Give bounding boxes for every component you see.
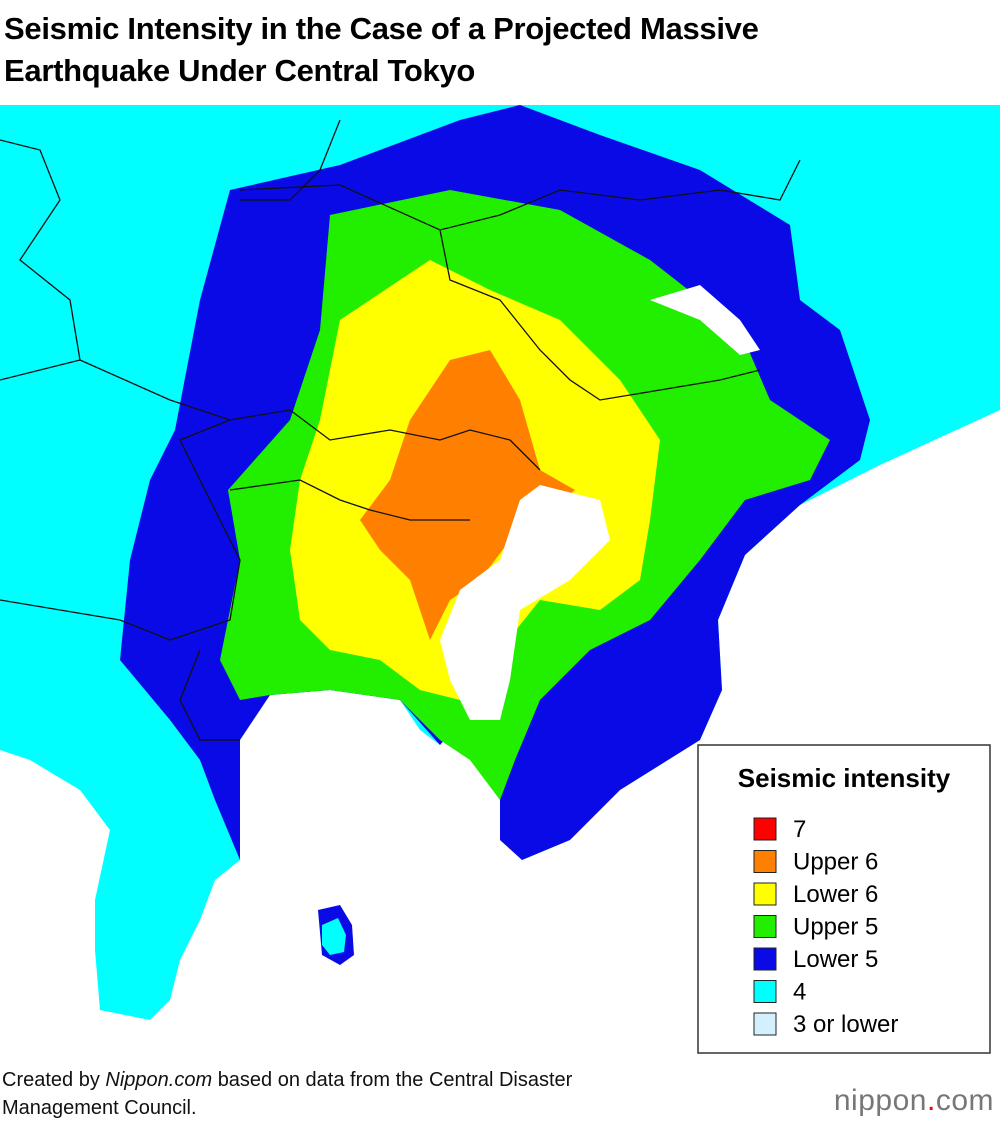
border	[179, 649, 240, 741]
source-name: Nippon.com	[105, 1069, 213, 1091]
intensity-zone	[322, 918, 346, 955]
lake	[650, 285, 760, 355]
source-text: Management Council.	[2, 1097, 197, 1119]
border	[229, 479, 470, 521]
map: Seismic intensity 7 Upper 6 Lower 6 Upper 5…	[0, 105, 1000, 1054]
title-line: Seismic Intensity in the Case of a Proje…	[4, 11, 759, 46]
prefecture-borders	[0, 119, 801, 741]
legend-swatch	[753, 882, 777, 906]
title: Seismic Intensity in the Case of a Proje…	[4, 8, 759, 92]
legend-swatch	[753, 947, 777, 971]
intensity-zone	[360, 350, 575, 640]
border	[239, 159, 801, 231]
legend-box	[697, 744, 991, 1054]
border	[0, 419, 241, 641]
logo: nippon.com	[834, 1084, 994, 1118]
legend-label: 4	[793, 979, 806, 1006]
legend-swatch	[753, 850, 777, 873]
logo-dot: .	[926, 1084, 936, 1117]
legend-swatch	[753, 980, 777, 1003]
legend-label: Upper 5	[793, 914, 878, 941]
legend-swatch	[753, 817, 777, 841]
title-line: Earthquake Under Central Tokyo	[4, 53, 476, 88]
logo-name: nippon	[833, 1084, 927, 1117]
legend-swatch	[753, 915, 777, 938]
legend-title: Seismic intensity	[738, 763, 951, 793]
border	[240, 119, 341, 201]
footer: Created by Nippon.com based on data from…	[2, 1066, 572, 1122]
border	[79, 359, 541, 471]
tokyo-bay	[440, 485, 610, 720]
legend-label: Lower 6	[793, 881, 878, 908]
border	[439, 229, 761, 401]
legend-label: Upper 6	[793, 849, 878, 876]
legend: Seismic intensity 7 Upper 6 Lower 6 Upper 5…	[697, 744, 991, 1054]
legend-label: Lower 5	[793, 946, 878, 973]
logo-tld: com	[935, 1084, 994, 1117]
source-text: Created by	[2, 1069, 100, 1091]
legend-swatch	[753, 1012, 777, 1036]
legend-label: 7	[793, 816, 806, 843]
legend-label: 3 or lower	[793, 1011, 898, 1038]
intensity-zones	[0, 105, 1000, 1020]
source-text: based on data from the Central Disaster	[217, 1069, 573, 1091]
